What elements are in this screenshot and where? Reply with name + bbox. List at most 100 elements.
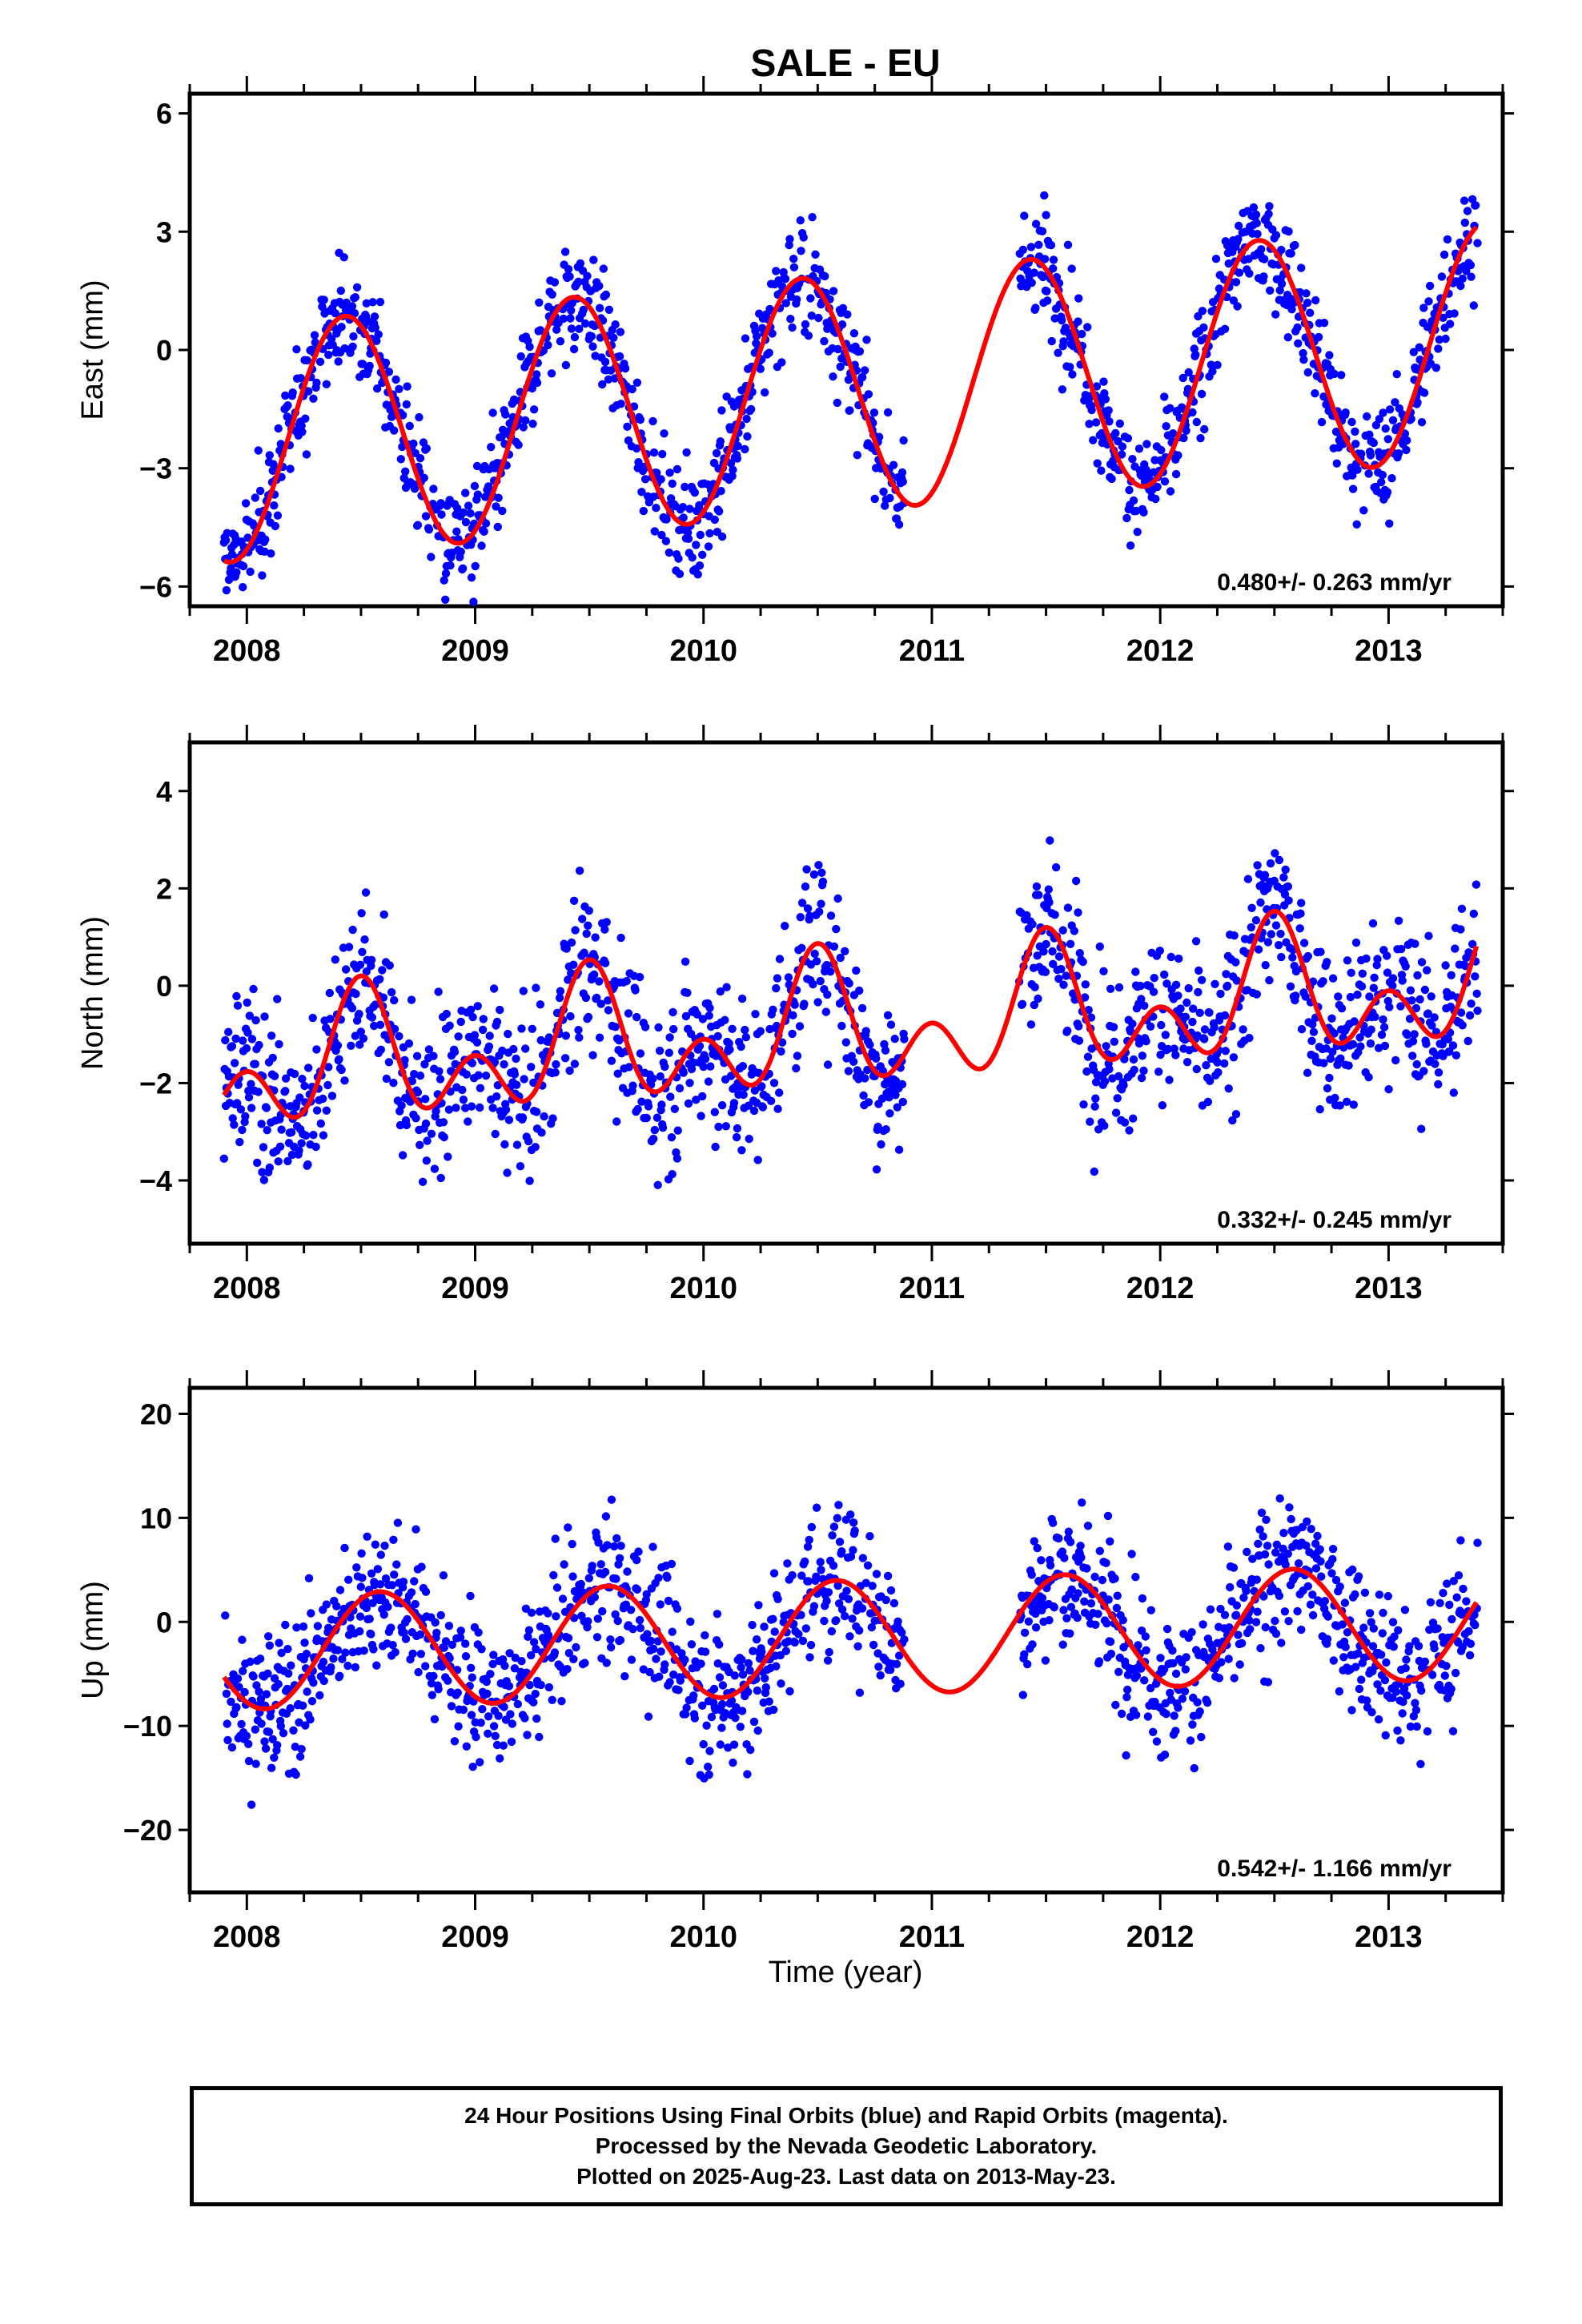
data-point: [544, 1609, 552, 1618]
data-point: [879, 487, 888, 497]
data-point: [862, 336, 871, 344]
data-point: [667, 1133, 677, 1142]
data-point: [1074, 294, 1083, 303]
data-point: [600, 1567, 610, 1577]
data-point: [805, 1535, 813, 1545]
data-point: [529, 405, 539, 414]
data-point: [1317, 417, 1327, 427]
data-point: [665, 548, 673, 557]
data-point: [1353, 465, 1362, 474]
data-point: [820, 1616, 829, 1626]
data-point: [1447, 971, 1456, 980]
data-point: [1109, 1023, 1118, 1031]
data-point: [235, 1683, 243, 1691]
data-point: [431, 1618, 440, 1627]
data-point: [568, 1572, 577, 1581]
data-point: [753, 1156, 762, 1164]
data-point: [1054, 952, 1064, 961]
data-point: [263, 1126, 271, 1135]
data-point: [628, 1081, 637, 1090]
data-point: [1137, 1664, 1146, 1673]
data-point: [861, 366, 869, 375]
data-point: [532, 1645, 540, 1654]
data-point: [1251, 1618, 1261, 1626]
data-point: [639, 1665, 648, 1674]
data-point: [464, 501, 473, 510]
data-point: [632, 1555, 641, 1565]
data-point: [456, 547, 465, 557]
data-point: [1368, 919, 1378, 928]
data-point: [1260, 255, 1269, 263]
data-point: [369, 1645, 378, 1654]
data-point: [424, 525, 434, 534]
data-point: [492, 1092, 501, 1101]
data-point: [1448, 1041, 1458, 1050]
data-point: [746, 1745, 755, 1755]
data-point: [274, 424, 283, 433]
data-point: [1123, 1671, 1133, 1679]
data-point: [1471, 1621, 1480, 1630]
data-point: [746, 404, 756, 414]
data-point: [1303, 298, 1312, 308]
data-point: [491, 1731, 500, 1740]
data-point: [877, 1140, 885, 1149]
data-point: [301, 1721, 310, 1730]
data-point: [489, 1722, 499, 1731]
data-point: [1190, 1763, 1199, 1773]
data-point: [604, 375, 613, 384]
data-point: [837, 1021, 846, 1031]
data-point: [535, 1732, 544, 1742]
data-point: [849, 1057, 858, 1067]
east-fit-line: [223, 225, 1479, 565]
data-point: [244, 1739, 253, 1748]
data-point: [1314, 332, 1323, 342]
data-point: [339, 253, 348, 262]
data-point: [1263, 938, 1273, 947]
data-point: [1328, 1047, 1337, 1056]
data-point: [1338, 1620, 1347, 1629]
data-point: [492, 1017, 502, 1027]
data-point: [263, 1669, 272, 1678]
data-point: [275, 1142, 285, 1152]
data-point: [567, 938, 576, 947]
data-point: [468, 1763, 477, 1771]
data-point: [1443, 235, 1452, 244]
data-point: [258, 571, 267, 580]
data-point: [251, 1059, 259, 1068]
data-point: [716, 1740, 725, 1749]
data-point: [1046, 240, 1056, 250]
data-point: [387, 987, 396, 997]
data-point: [1224, 1084, 1233, 1093]
data-point: [1097, 466, 1106, 475]
data-point: [1081, 980, 1090, 989]
data-point: [391, 1648, 400, 1657]
data-point: [1380, 1041, 1390, 1051]
data-point: [255, 1687, 263, 1696]
data-point: [1095, 1546, 1105, 1556]
data-point: [1456, 281, 1465, 291]
data-point: [470, 1031, 480, 1039]
data-point: [461, 517, 471, 527]
data-point: [666, 1092, 675, 1101]
data-point: [567, 324, 576, 333]
data-point: [358, 947, 367, 957]
data-point: [351, 1663, 359, 1672]
data-point: [560, 1560, 568, 1569]
data-point: [1231, 278, 1241, 287]
data-point: [335, 1586, 345, 1594]
data-point: [372, 1661, 381, 1670]
data-point: [1284, 1617, 1293, 1626]
data-point: [1232, 1601, 1242, 1610]
data-point: [1060, 1554, 1069, 1562]
data-point: [829, 1561, 838, 1570]
data-point: [1383, 996, 1393, 1006]
data-point: [690, 488, 699, 497]
data-point: [713, 1659, 722, 1668]
data-point: [704, 1077, 713, 1086]
data-point: [525, 1680, 534, 1690]
data-point: [1302, 289, 1311, 298]
data-point: [388, 1641, 397, 1650]
data-point: [488, 408, 497, 417]
data-point: [631, 986, 640, 995]
data-point: [829, 372, 837, 381]
